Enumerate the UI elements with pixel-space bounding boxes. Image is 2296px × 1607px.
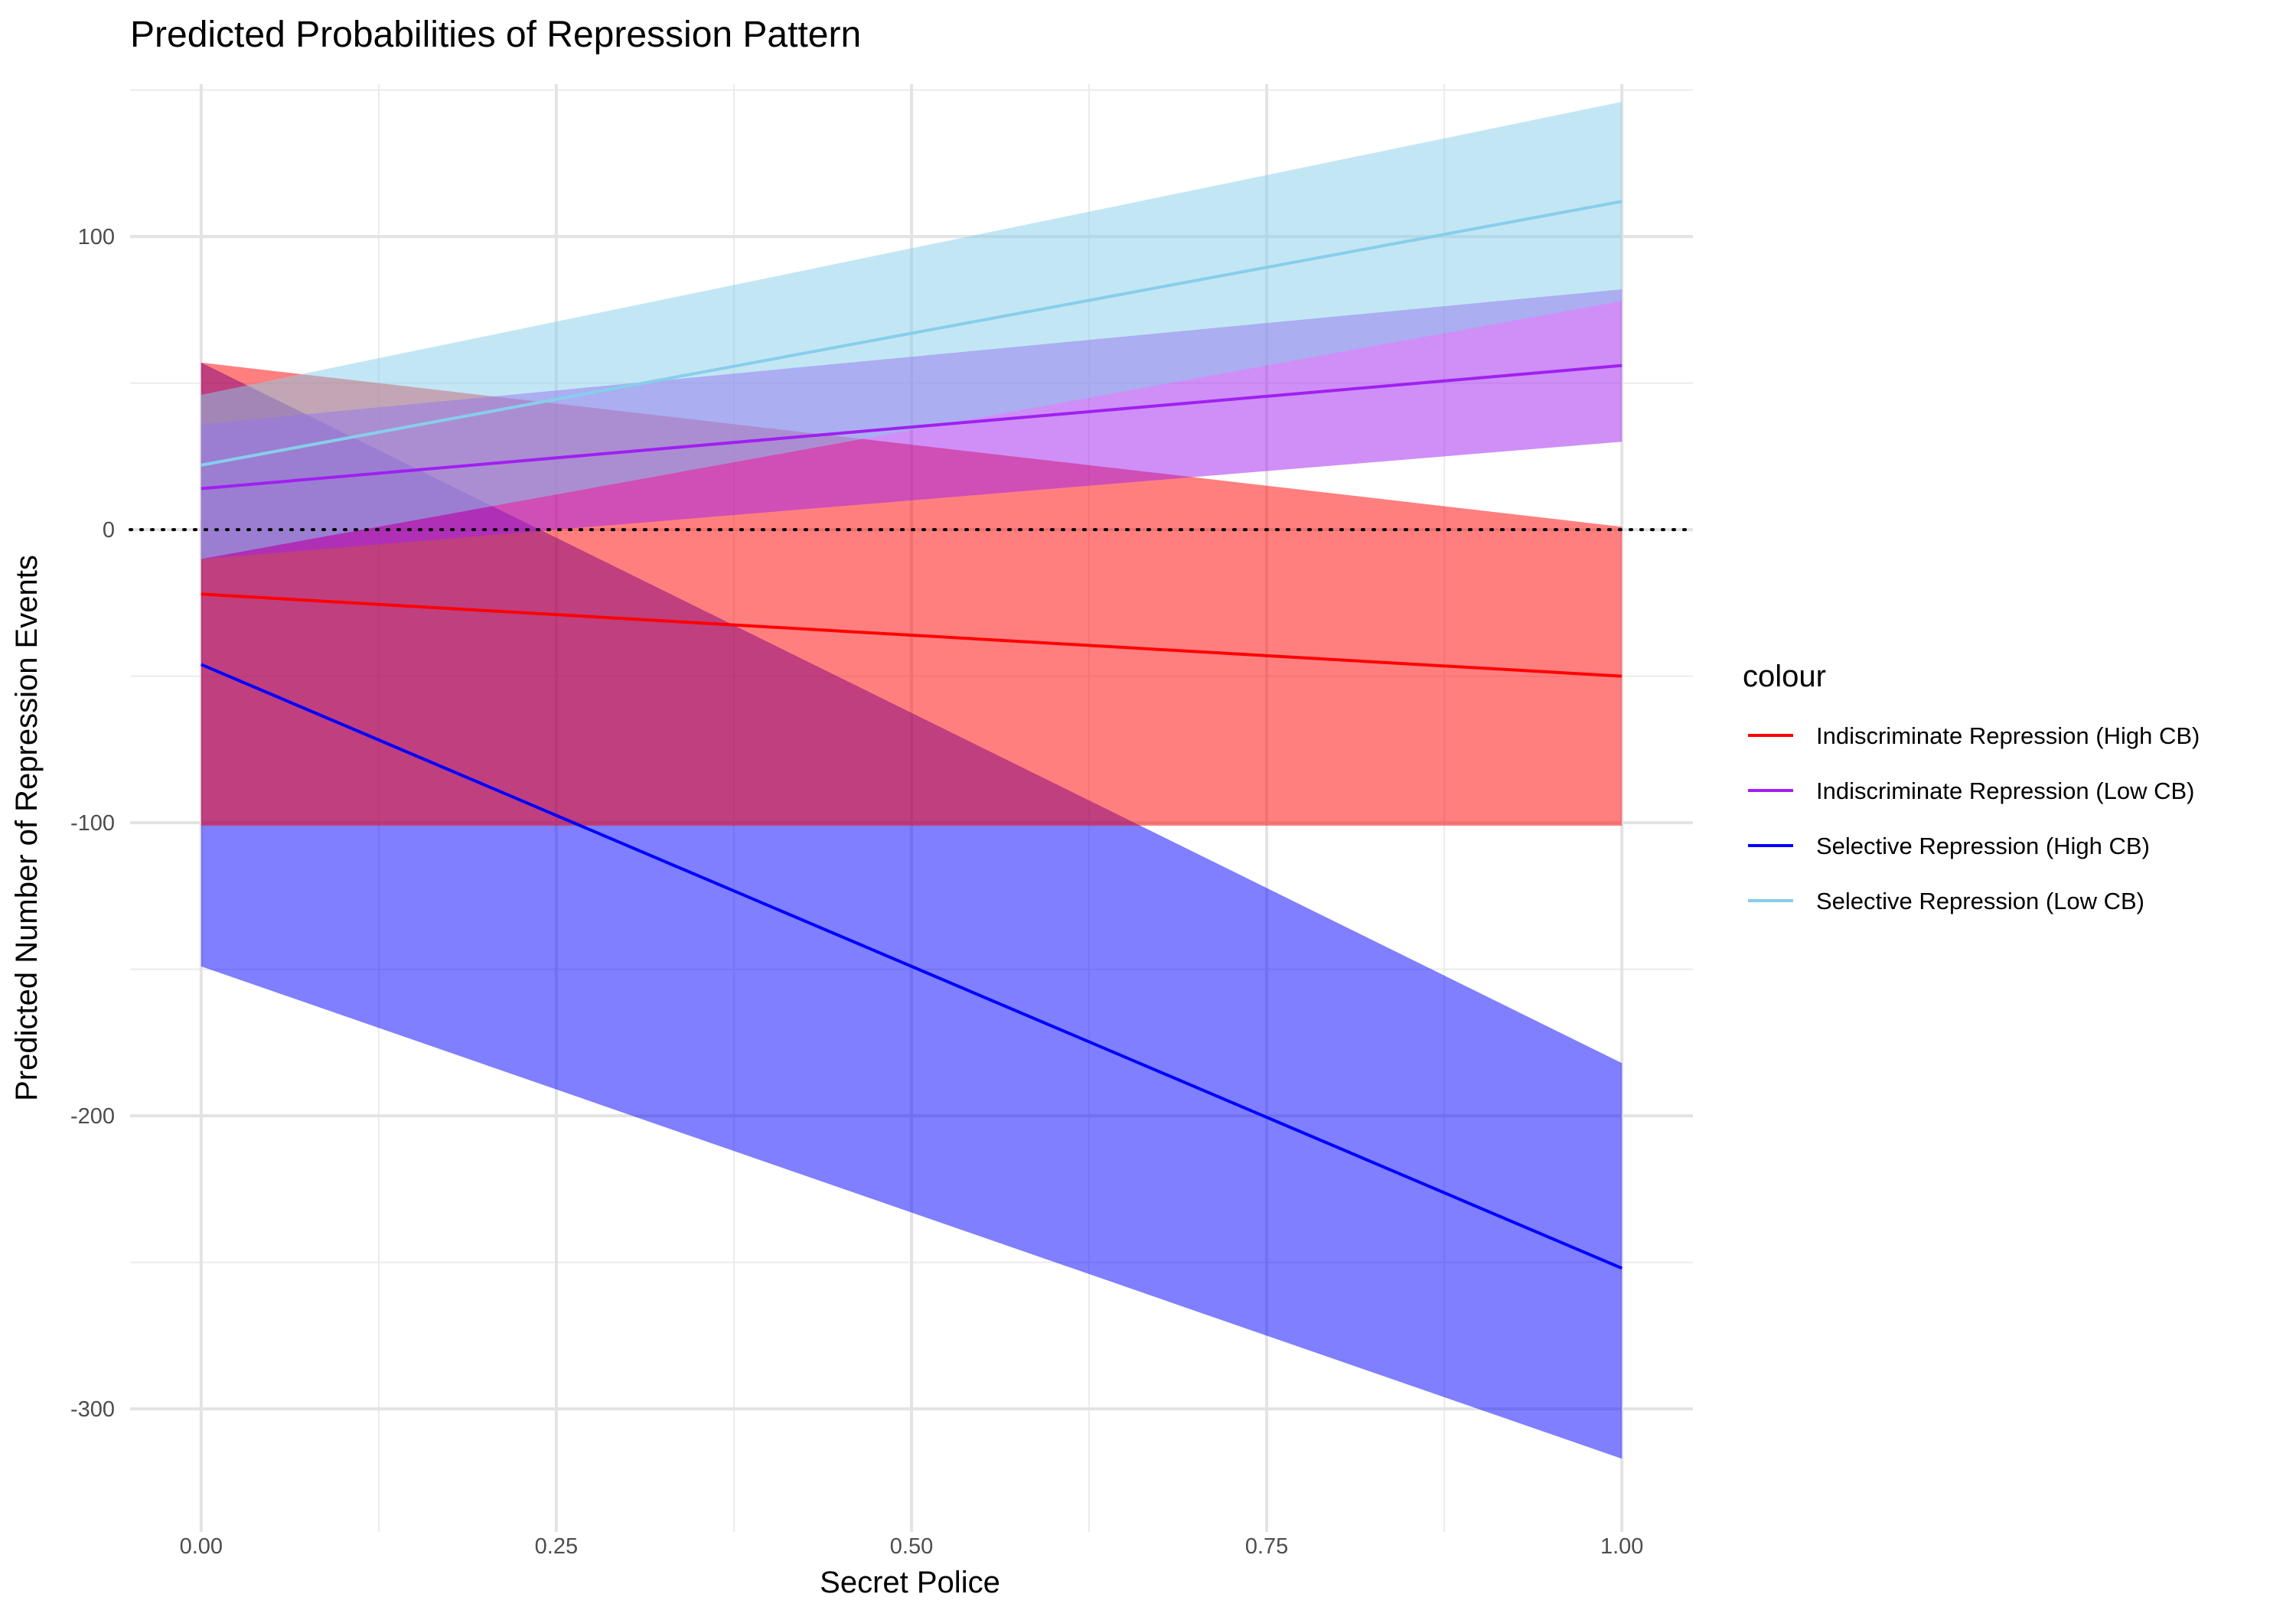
x-tick-label-4: 1.00 — [1600, 1534, 1643, 1559]
x-tick-label-0: 0.00 — [180, 1534, 223, 1559]
legend-label-3: Selective Repression (Low CB) — [1816, 888, 2144, 914]
legend-label-2: Selective Repression (High CB) — [1816, 833, 2150, 859]
y-tick-label-2: -100 — [70, 811, 115, 836]
y-tick-label-4: 100 — [78, 225, 115, 249]
series-line-2 — [201, 363, 1623, 491]
x-axis-ticks: 0.00 0.25 0.50 0.75 1.00 — [180, 1534, 1644, 1559]
y-tick-label-1: -200 — [70, 1104, 115, 1129]
chart-title: Predicted Probabilities of Repression Pa… — [130, 15, 861, 55]
y-tick-label-0: -300 — [70, 1397, 115, 1422]
legend-items: Indiscriminate Repression (High CB) Indis… — [1748, 722, 2200, 914]
series-line-0 — [201, 663, 1623, 1270]
y-tick-label-3: 0 — [103, 518, 115, 543]
x-tick-label-2: 0.50 — [890, 1534, 933, 1559]
x-axis-title: Secret Police — [820, 1566, 1000, 1599]
x-tick-label-1: 0.25 — [535, 1534, 578, 1559]
series-lines — [201, 200, 1623, 1270]
legend-label-0: Indiscriminate Repression (High CB) — [1816, 722, 2200, 749]
legend-label-1: Indiscriminate Repression (Low CB) — [1816, 777, 2194, 804]
series-line-1 — [201, 592, 1623, 678]
confidence-ribbons — [201, 101, 1623, 1459]
y-axis-title: Predicted Number of Repression Events — [10, 555, 44, 1101]
y-axis-ticks: -300 -200 -100 0 100 — [70, 225, 115, 1422]
legend-title: colour — [1743, 660, 1826, 693]
ribbon-3 — [201, 101, 1623, 559]
series-line-3 — [201, 200, 1623, 467]
legend: colour Indiscriminate Repression (High C… — [1743, 660, 2200, 914]
x-tick-label-3: 0.75 — [1245, 1534, 1288, 1559]
